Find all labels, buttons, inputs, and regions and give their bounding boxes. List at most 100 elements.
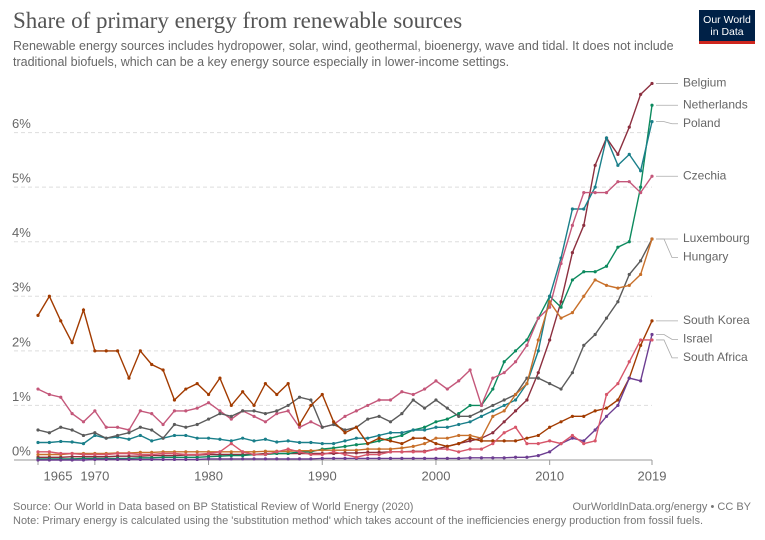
point bbox=[570, 278, 575, 282]
x-tick-label: 1965 bbox=[44, 468, 73, 483]
point bbox=[434, 442, 438, 446]
point bbox=[184, 409, 188, 413]
point bbox=[570, 223, 575, 227]
point bbox=[593, 163, 597, 167]
point bbox=[457, 379, 461, 383]
logo[interactable]: Our World in Data bbox=[699, 10, 755, 44]
point bbox=[81, 458, 86, 462]
point bbox=[297, 457, 302, 461]
point bbox=[445, 406, 449, 410]
point bbox=[570, 251, 575, 255]
point bbox=[411, 428, 415, 432]
point bbox=[525, 455, 529, 459]
x-tick-label: 1980 bbox=[194, 468, 223, 483]
point bbox=[536, 316, 540, 320]
point bbox=[582, 442, 586, 446]
point bbox=[525, 398, 529, 402]
legend-label: Czechia bbox=[683, 168, 727, 182]
point bbox=[639, 338, 643, 342]
point bbox=[445, 444, 449, 448]
point bbox=[457, 433, 461, 438]
point bbox=[252, 457, 256, 461]
point bbox=[582, 439, 586, 443]
point bbox=[115, 349, 120, 353]
y-tick-label: 1% bbox=[12, 389, 31, 404]
point bbox=[468, 368, 472, 372]
point bbox=[70, 451, 74, 456]
point bbox=[81, 442, 86, 446]
point bbox=[604, 136, 609, 140]
point bbox=[93, 349, 97, 353]
point bbox=[320, 456, 324, 460]
point bbox=[468, 403, 472, 408]
point bbox=[468, 439, 472, 443]
point bbox=[332, 450, 336, 454]
point bbox=[491, 409, 495, 413]
point bbox=[172, 451, 177, 456]
point bbox=[639, 191, 643, 195]
point bbox=[366, 403, 370, 408]
point bbox=[616, 398, 620, 402]
point bbox=[309, 440, 313, 445]
point bbox=[422, 450, 427, 454]
point bbox=[604, 191, 609, 195]
point bbox=[263, 382, 268, 386]
point bbox=[525, 338, 529, 342]
point bbox=[150, 457, 154, 462]
point bbox=[206, 401, 211, 405]
point bbox=[400, 390, 404, 394]
point bbox=[525, 343, 529, 347]
point bbox=[366, 436, 370, 440]
point bbox=[468, 433, 472, 438]
point bbox=[468, 447, 472, 451]
point bbox=[536, 371, 540, 375]
label-connector bbox=[656, 339, 678, 359]
point bbox=[195, 457, 199, 462]
point bbox=[502, 409, 506, 413]
point bbox=[639, 259, 643, 263]
point bbox=[593, 191, 597, 195]
point bbox=[388, 398, 393, 402]
point bbox=[36, 452, 40, 457]
point bbox=[616, 300, 620, 304]
point bbox=[650, 338, 654, 342]
point bbox=[422, 436, 427, 440]
point bbox=[138, 452, 142, 457]
point bbox=[252, 452, 256, 457]
point bbox=[434, 420, 438, 424]
point bbox=[206, 457, 211, 461]
point bbox=[229, 442, 233, 446]
point bbox=[332, 422, 336, 427]
point bbox=[616, 403, 620, 408]
point bbox=[241, 409, 245, 413]
point bbox=[138, 457, 142, 462]
point bbox=[650, 332, 654, 337]
x-tick-label: 2010 bbox=[535, 468, 564, 483]
point bbox=[47, 392, 51, 397]
point bbox=[366, 417, 370, 421]
url[interactable]: OurWorldInData.org/energy • CC BY bbox=[572, 501, 752, 513]
point bbox=[650, 174, 654, 178]
point bbox=[343, 428, 347, 432]
point bbox=[548, 382, 552, 386]
point bbox=[627, 125, 631, 129]
legend-label: Hungary bbox=[683, 250, 728, 264]
point bbox=[559, 261, 563, 266]
point bbox=[309, 398, 313, 402]
point bbox=[161, 422, 165, 427]
point bbox=[218, 457, 222, 461]
point bbox=[195, 450, 199, 454]
point bbox=[309, 449, 313, 453]
point bbox=[411, 450, 415, 454]
point bbox=[275, 457, 279, 461]
note: Note: Primary energy is calculated using… bbox=[13, 515, 704, 527]
point bbox=[513, 409, 518, 413]
point bbox=[59, 425, 63, 429]
point bbox=[422, 387, 427, 391]
point bbox=[548, 425, 552, 429]
point bbox=[502, 431, 506, 435]
point bbox=[297, 440, 302, 445]
point bbox=[332, 456, 336, 460]
point bbox=[70, 458, 74, 462]
point bbox=[502, 420, 506, 424]
